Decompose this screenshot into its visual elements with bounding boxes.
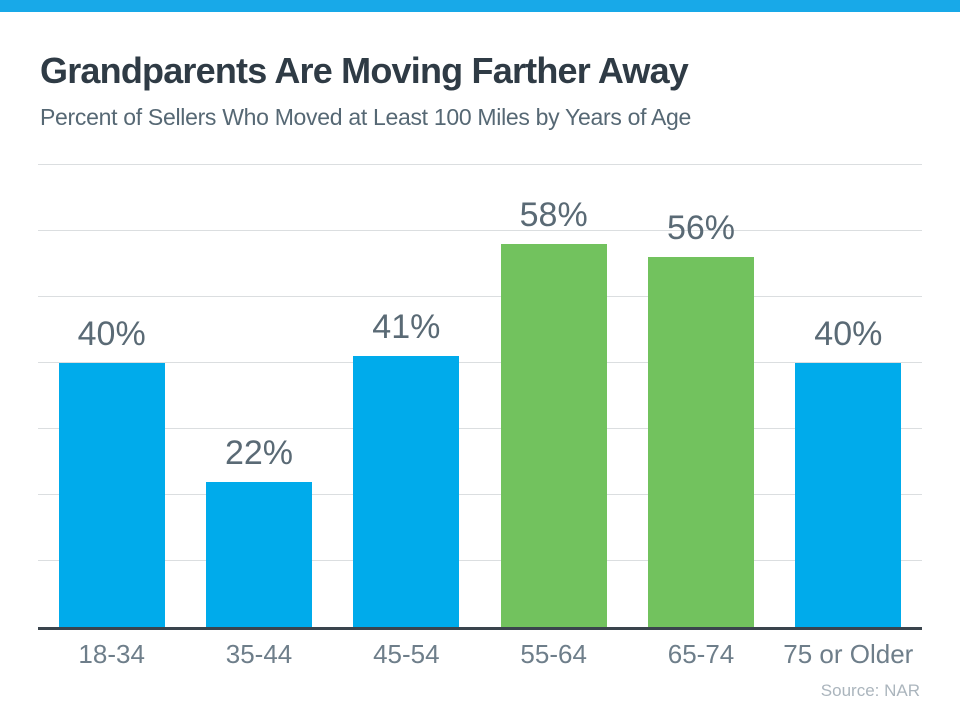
gridline-10 xyxy=(38,560,922,561)
gridline-60 xyxy=(38,230,922,231)
gridline-20 xyxy=(38,494,922,495)
page-title: Grandparents Are Moving Farther Away xyxy=(40,50,689,91)
bar-18-34 xyxy=(58,363,165,627)
bar-35-44 xyxy=(206,481,312,627)
source-note: Source: NAR xyxy=(820,681,920,700)
x-axis-label-55-64: 55-64 xyxy=(520,639,587,669)
bar-75 or Older xyxy=(795,363,902,627)
value-label-75 or Older: 40% xyxy=(814,315,883,353)
bar-chart: 40% 22% 41% 58% 56% 40% 18-34 35-44 45-54 55-64 6… xyxy=(38,140,922,667)
value-label-45-54: 41% xyxy=(372,308,441,347)
gridline-30 xyxy=(38,428,922,429)
value-label-55-64: 58% xyxy=(519,196,588,235)
chart-subtitle: Percent of Sellers Who Moved at Least 10… xyxy=(40,104,692,130)
value-label-18-34: 40% xyxy=(77,315,146,353)
gridline-50 xyxy=(38,296,922,297)
bar-65-74 xyxy=(648,257,754,627)
bar-55-64 xyxy=(500,244,607,627)
x-axis-label-75 or Older: 75 or Older xyxy=(783,639,914,669)
bar-45-54 xyxy=(353,356,460,627)
x-axis-label-65-74: 65-74 xyxy=(667,639,735,669)
gridline-70 xyxy=(38,164,922,165)
x-axis-label-18-34: 18-34 xyxy=(78,639,145,669)
x-axis-label-35-44: 35-44 xyxy=(225,639,293,669)
gridline-40 xyxy=(38,362,922,363)
value-label-65-74: 56% xyxy=(666,209,736,248)
x-axis-label-45-54: 45-54 xyxy=(373,639,440,669)
value-label-35-44: 22% xyxy=(224,433,294,472)
top-accent-bar xyxy=(0,0,960,12)
